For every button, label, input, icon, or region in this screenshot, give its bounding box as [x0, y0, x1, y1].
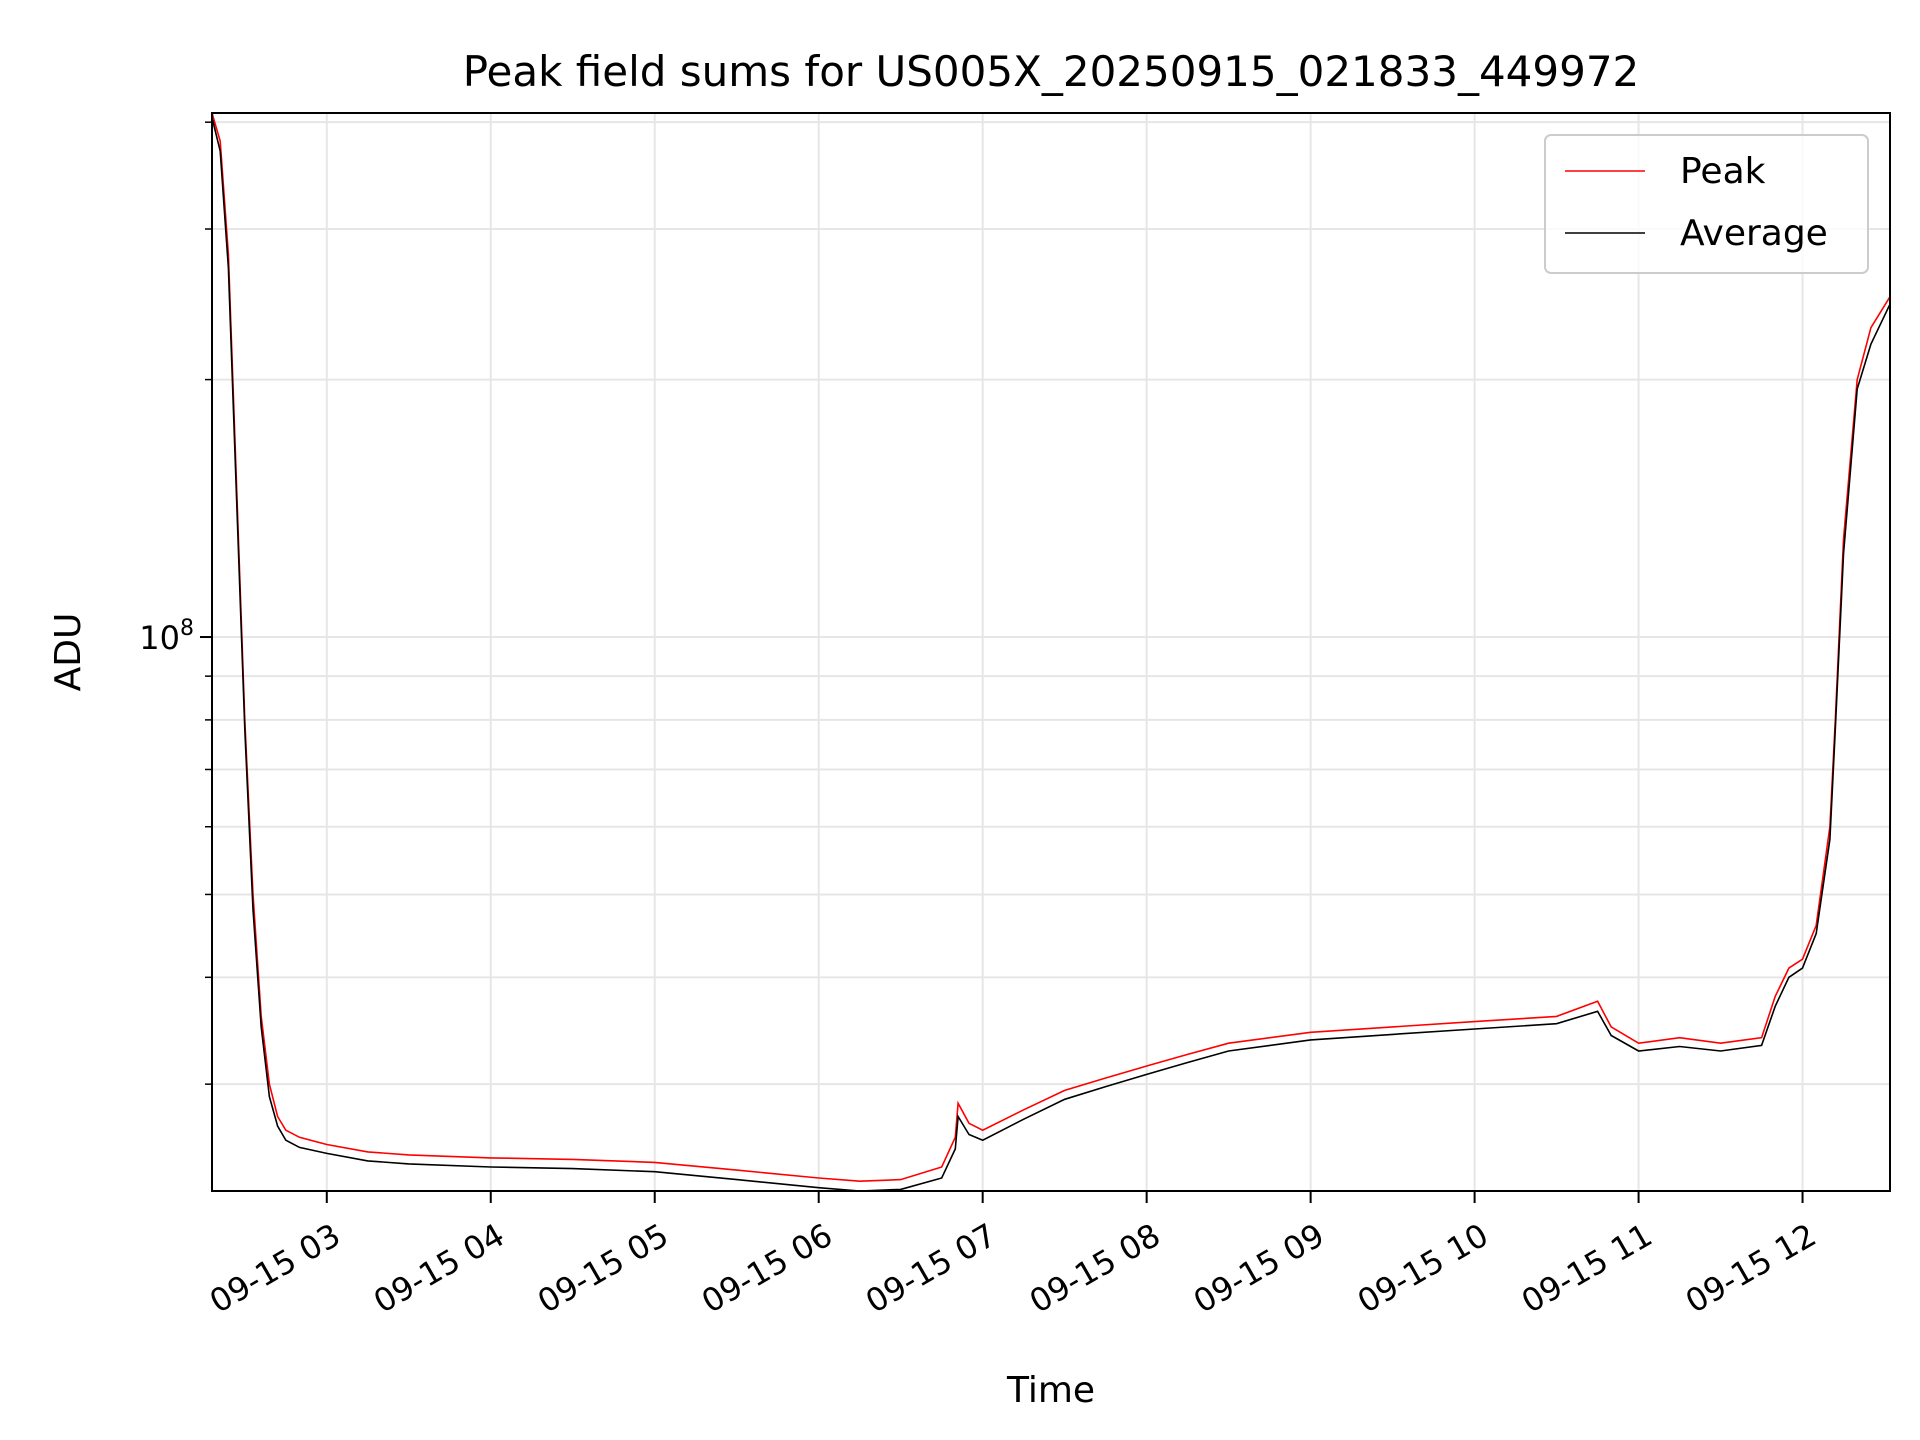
x-tick-label: 09-15 06	[695, 1216, 839, 1321]
legend-label-peak: Peak	[1680, 151, 1766, 192]
series-line-peak	[212, 113, 1890, 1183]
x-axis-label: Time	[1006, 1370, 1095, 1411]
grid	[212, 113, 1890, 1191]
legend-label-average: Average	[1680, 213, 1828, 254]
x-tick-label: 09-15 10	[1351, 1216, 1495, 1321]
plot-frame	[211, 112, 1891, 1192]
y-tick-label: 108	[139, 616, 194, 657]
x-tick-label: 09-15 09	[1187, 1216, 1331, 1321]
chart-title: Peak field sums for US005X_20250915_0218…	[463, 47, 1640, 96]
x-axis-ticks: 09-15 03 09-15 04 09-15 05 09-15 06 09-15 07…	[203, 1191, 1823, 1321]
plot-lines	[212, 113, 1890, 1191]
x-tick-label: 09-15 07	[859, 1216, 1003, 1321]
y-axis-label: ADU	[48, 613, 89, 692]
x-tick-label: 09-15 03	[203, 1216, 347, 1321]
y-axis-ticks: 108	[139, 121, 212, 1085]
x-tick-label: 09-15 12	[1679, 1216, 1823, 1321]
series-line-average	[212, 117, 1890, 1191]
x-tick-label: 09-15 08	[1023, 1216, 1167, 1321]
x-tick-label: 09-15 11	[1515, 1216, 1659, 1321]
legend-box	[1544, 134, 1869, 274]
x-tick-label: 09-15 05	[531, 1216, 675, 1321]
x-tick-label: 09-15 04	[367, 1216, 511, 1321]
legend: Peak Average	[1544, 134, 1869, 274]
